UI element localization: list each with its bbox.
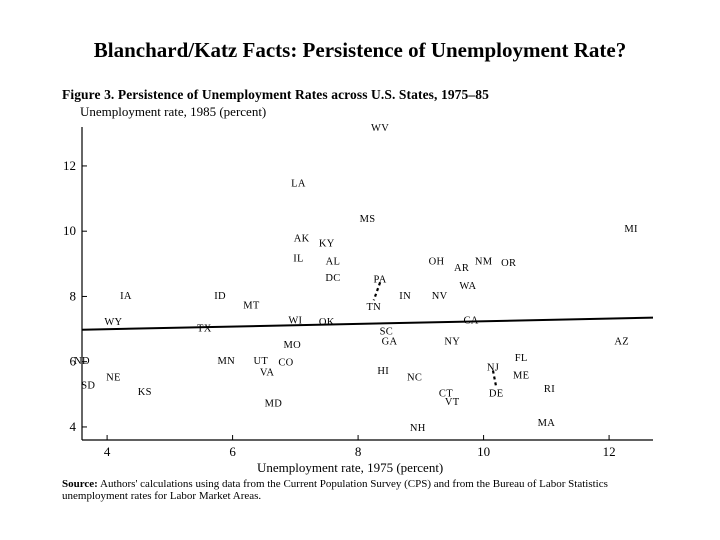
x-tick-label: 10: [477, 444, 490, 459]
state-label-la: LA: [291, 178, 306, 189]
state-label-ri: RI: [544, 384, 555, 395]
state-label-md: MD: [265, 398, 283, 409]
source-lead: Source:: [62, 478, 98, 490]
figure-source: Source: Authors' calculations using data…: [62, 478, 662, 502]
state-label-in: IN: [399, 291, 411, 302]
state-label-vt: VT: [445, 397, 460, 408]
x-axis-label: Unemployment rate, 1975 (percent): [257, 460, 444, 475]
y-tick-label: 12: [63, 158, 76, 173]
state-label-ar: AR: [454, 263, 469, 274]
state-label-va: VA: [260, 367, 275, 378]
state-label-nc: NC: [407, 372, 422, 383]
axes: 4 6 8 10 12 4 6 8 10 12: [63, 127, 653, 459]
source-text: Authors' calculations using data from th…: [62, 478, 608, 502]
state-label-nv: NV: [432, 291, 448, 302]
state-label-wi: WI: [288, 315, 302, 326]
state-label-co: CO: [278, 358, 293, 369]
state-label-ny: NY: [444, 336, 460, 347]
state-label-sd: SD: [81, 381, 95, 392]
state-label-ky: KY: [319, 239, 335, 250]
state-label-il: IL: [293, 253, 304, 264]
state-label-nd: ND: [74, 356, 90, 367]
state-label-pa: PA: [374, 275, 387, 286]
y-axis-label: Unemployment rate, 1985 (percent): [80, 104, 267, 119]
state-label-ak: AK: [294, 234, 310, 245]
state-label-wa: WA: [459, 281, 476, 292]
y-tick-label: 10: [63, 223, 76, 238]
figure-title: Figure 3. Persistence of Unemployment Ra…: [62, 87, 489, 102]
state-label-fl: FL: [515, 353, 528, 364]
state-label-nm: NM: [475, 257, 493, 268]
state-label-me: ME: [513, 371, 529, 382]
state-label-tn: TN: [366, 302, 381, 313]
state-label-mi: MI: [624, 224, 638, 235]
state-label-al: AL: [326, 257, 341, 268]
state-label-id: ID: [214, 291, 226, 302]
state-label-ma: MA: [538, 418, 556, 429]
state-label-ct: CT: [439, 389, 453, 400]
y-tick-label: 6: [70, 354, 77, 369]
x-tick-label: 4: [104, 444, 111, 459]
state-label-ut: UT: [254, 356, 269, 367]
state-label-nj: NJ: [487, 363, 499, 374]
x-tick-label: 8: [355, 444, 362, 459]
x-tick-label: 12: [603, 444, 616, 459]
regression-line: [81, 316, 654, 331]
state-label-mn: MN: [218, 356, 236, 367]
state-label-ia: IA: [120, 291, 132, 302]
state-label-nh: NH: [410, 423, 426, 434]
state-label-ms: MS: [360, 214, 376, 225]
state-label-wy: WY: [104, 317, 122, 328]
state-label-tx: TX: [197, 323, 212, 334]
y-tick-label: 4: [70, 419, 77, 434]
x-tick-label: 6: [229, 444, 236, 459]
slide-title: Blanchard/Katz Facts: Persistence of Une…: [93, 38, 627, 62]
state-label-az: AZ: [614, 336, 629, 347]
state-label-ne: NE: [106, 372, 121, 383]
label-connector: [491, 370, 498, 387]
y-tick-label: 8: [70, 288, 77, 303]
state-label-dc: DC: [325, 273, 340, 284]
state-label-ga: GA: [382, 336, 398, 347]
state-label-or: OR: [501, 258, 516, 269]
state-label-oh: OH: [429, 257, 445, 268]
state-label-mo: MO: [283, 340, 301, 351]
state-label-ok: OK: [319, 317, 335, 328]
connector-group: [372, 282, 498, 387]
fit-line-group: [81, 316, 654, 331]
state-label-ca: CA: [463, 315, 478, 326]
state-label-hi: HI: [377, 366, 389, 377]
state-label-mt: MT: [243, 301, 260, 312]
state-label-sc: SC: [380, 327, 393, 338]
state-label-de: DE: [489, 389, 504, 400]
state-label-ks: KS: [138, 387, 152, 398]
state-points: WV LA MS MI AK KY IL AL OH NM OR AR DC PA WA IA ID IN NV MT…: [74, 123, 638, 434]
state-label-wv: WV: [371, 123, 389, 134]
